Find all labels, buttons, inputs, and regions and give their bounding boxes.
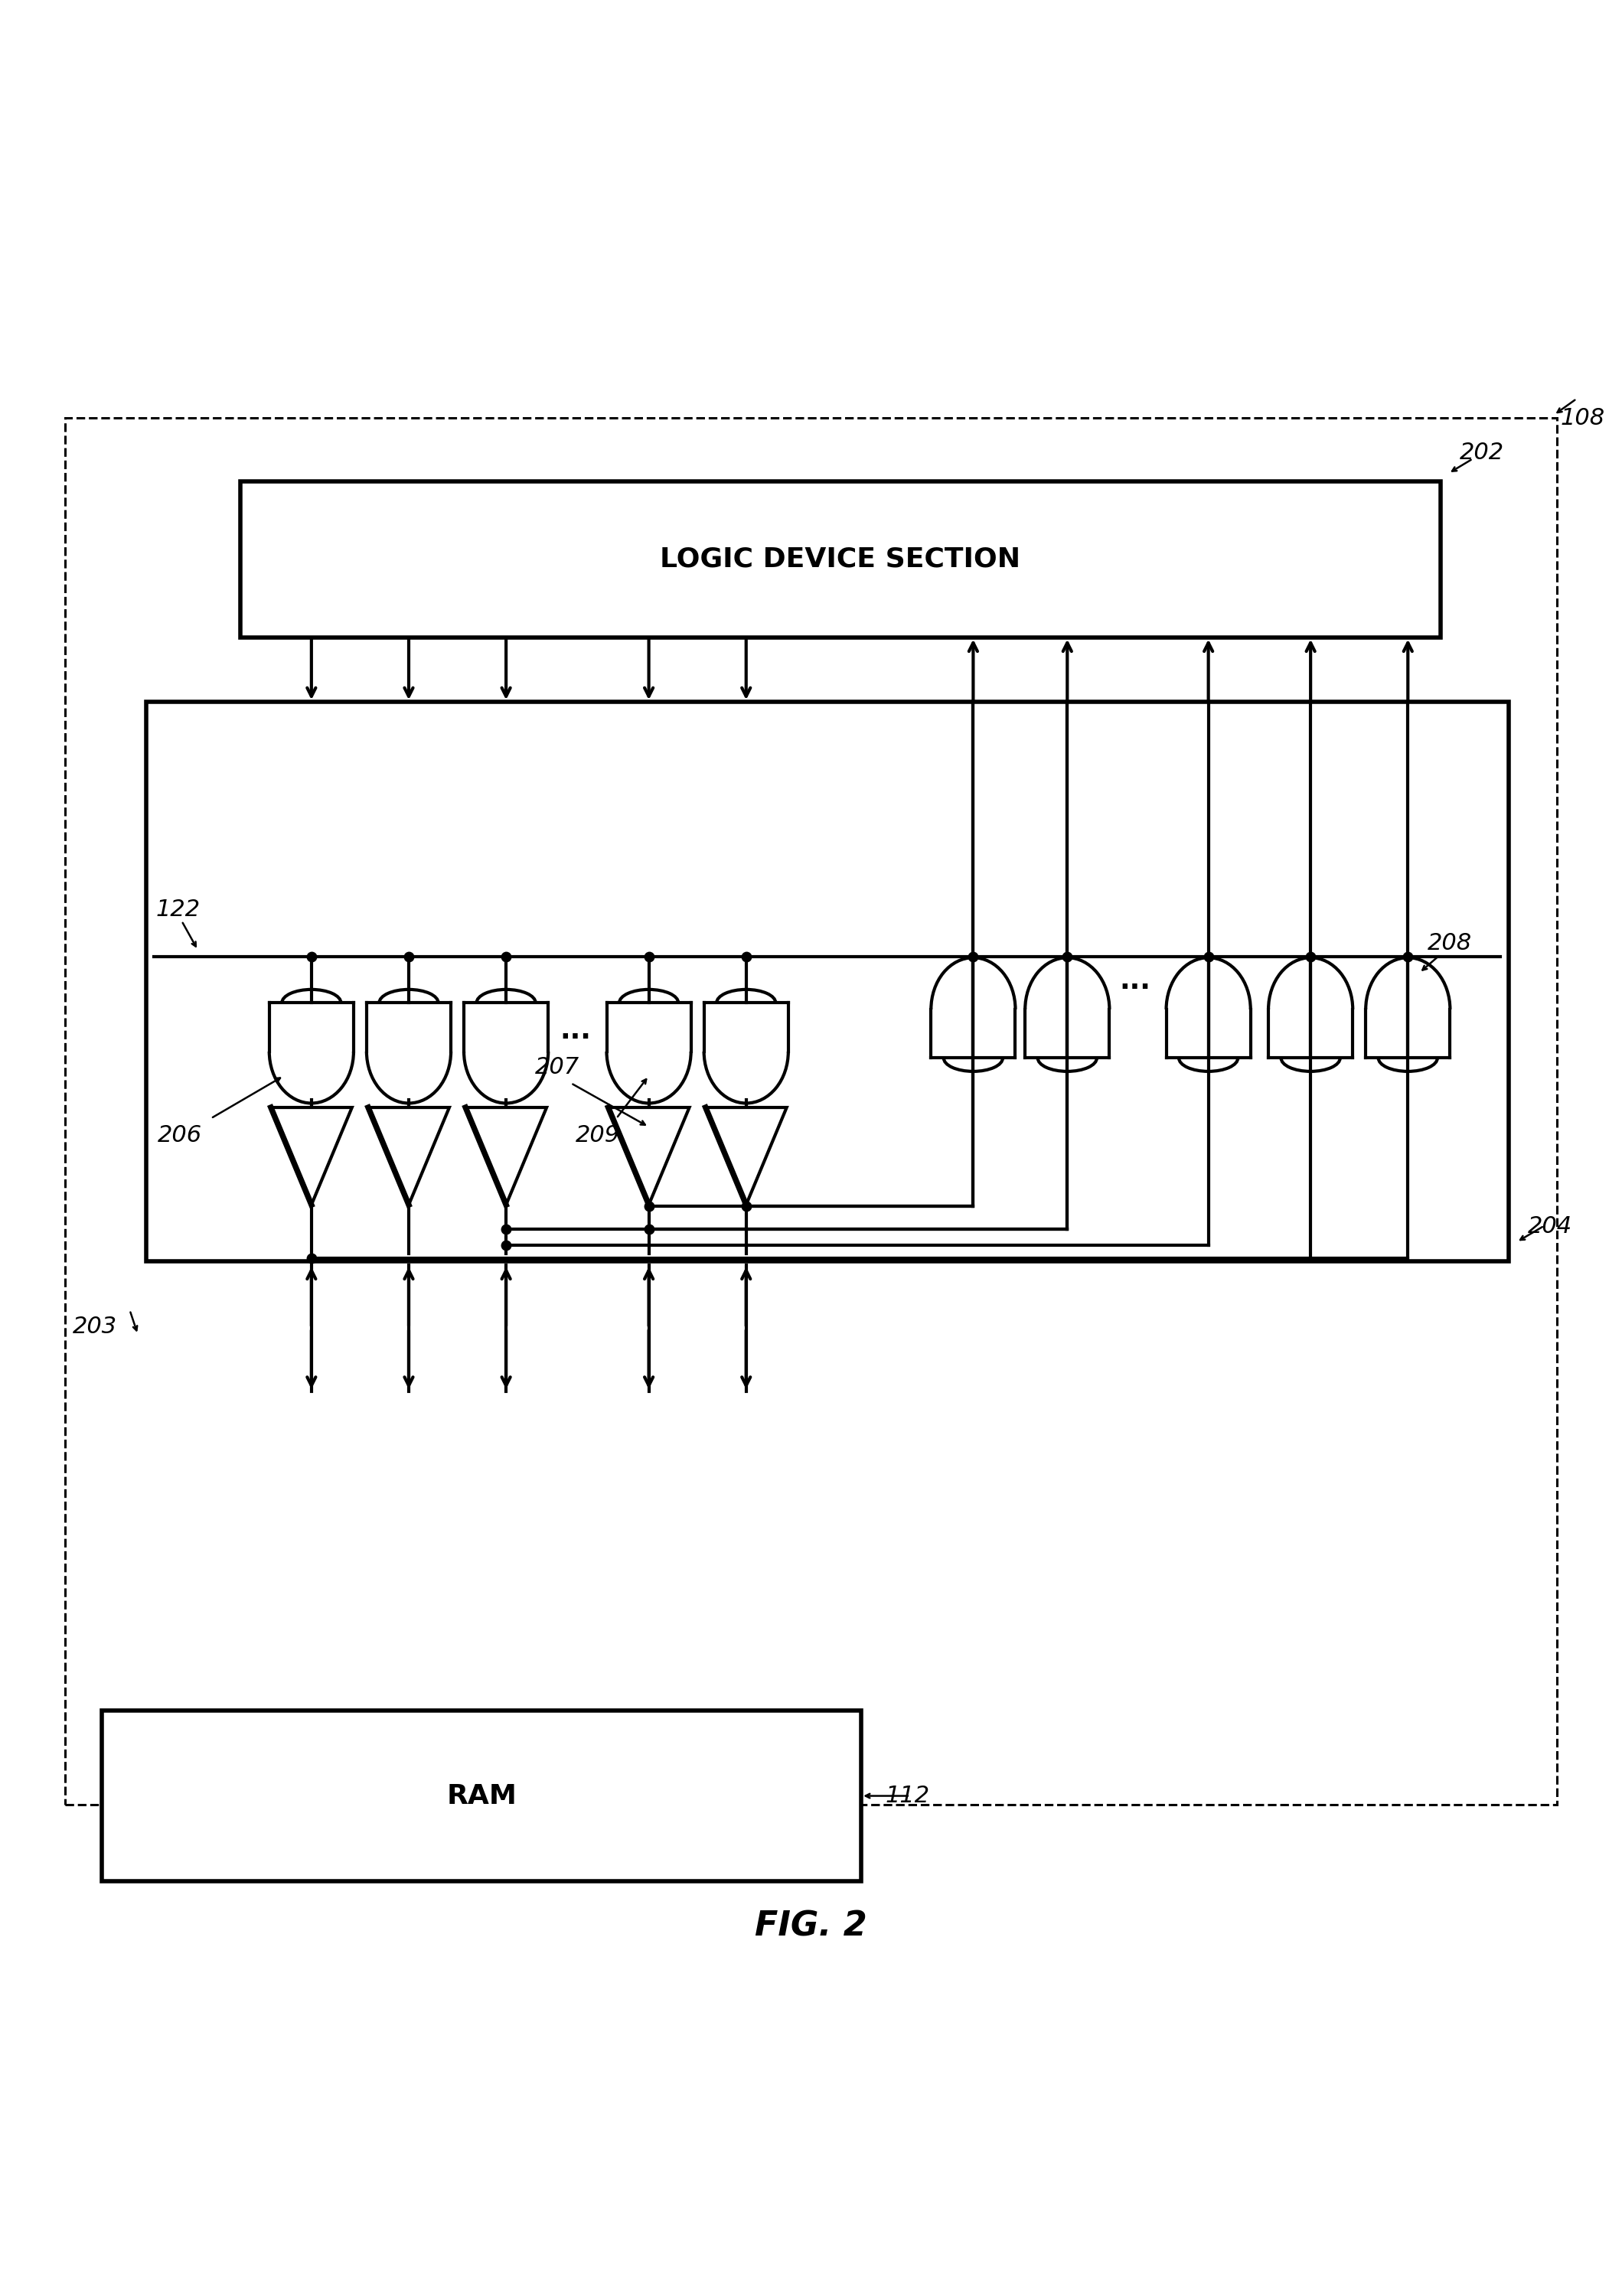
Text: 209: 209 bbox=[576, 1125, 620, 1146]
Text: 206: 206 bbox=[157, 1125, 201, 1146]
Text: 122: 122 bbox=[156, 898, 200, 921]
Bar bbox=[240, 482, 1440, 638]
Text: 203: 203 bbox=[73, 1316, 117, 1339]
Polygon shape bbox=[466, 1107, 547, 1205]
Polygon shape bbox=[271, 1107, 352, 1205]
Text: 204: 204 bbox=[1528, 1215, 1572, 1238]
FancyBboxPatch shape bbox=[65, 418, 1557, 1805]
Text: 108: 108 bbox=[1560, 406, 1604, 429]
Text: ...: ... bbox=[1119, 969, 1152, 994]
Text: FIG. 2: FIG. 2 bbox=[754, 1910, 868, 1942]
Text: 202: 202 bbox=[1460, 441, 1504, 464]
Polygon shape bbox=[608, 1107, 689, 1205]
Text: LOGIC DEVICE SECTION: LOGIC DEVICE SECTION bbox=[660, 546, 1020, 572]
Text: 208: 208 bbox=[1427, 932, 1471, 955]
Text: 112: 112 bbox=[886, 1784, 929, 1807]
Polygon shape bbox=[368, 1107, 449, 1205]
Bar bbox=[102, 1711, 861, 1880]
Bar bbox=[146, 703, 1508, 1261]
Text: 207: 207 bbox=[535, 1056, 579, 1079]
Polygon shape bbox=[706, 1107, 787, 1205]
Text: ...: ... bbox=[560, 1017, 592, 1045]
Text: RAM: RAM bbox=[446, 1784, 517, 1809]
